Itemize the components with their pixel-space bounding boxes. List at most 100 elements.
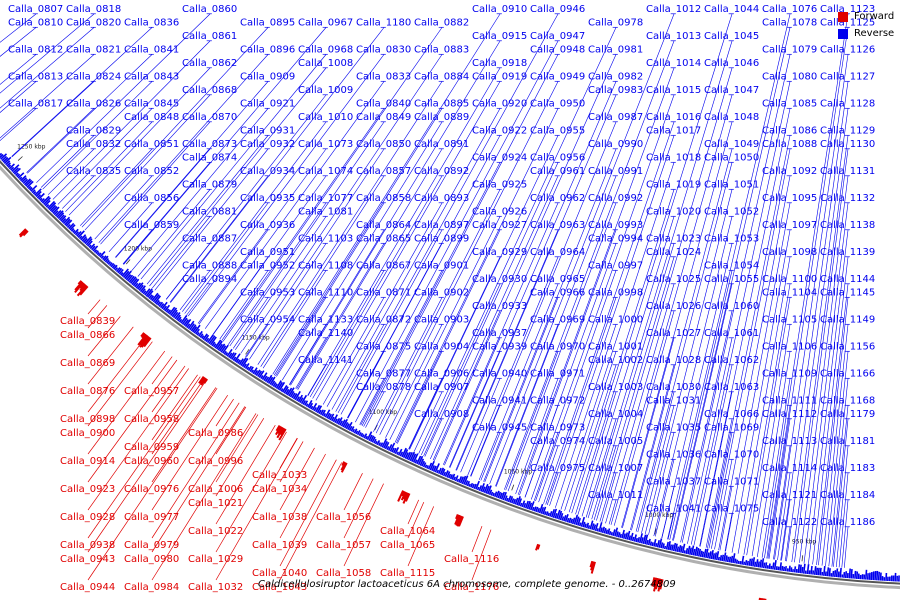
reverse-feature-glyph [129, 276, 137, 284]
forward-feature-glyph [19, 229, 28, 238]
gene-label-reverse: Calla_1002 [588, 355, 643, 366]
reverse-feature-glyph [49, 204, 57, 212]
reverse-feature-glyph [598, 522, 603, 533]
leader-line-reverse [538, 445, 559, 503]
reverse-feature-glyph [801, 566, 804, 574]
leader-line-reverse [40, 135, 95, 188]
reverse-feature-glyph [712, 553, 716, 560]
reverse-feature-glyph [735, 559, 739, 564]
reverse-feature-glyph [332, 414, 339, 423]
leader-line-reverse [212, 256, 269, 335]
reverse-feature-glyph [624, 532, 629, 540]
reverse-feature-glyph [746, 560, 749, 566]
leader-line-reverse [484, 297, 559, 483]
leader-line-reverse [432, 310, 501, 461]
leader-line-forward [279, 453, 326, 539]
reverse-feature-glyph [697, 548, 702, 557]
reverse-feature-glyph [750, 558, 754, 567]
reverse-feature-glyph [38, 192, 45, 200]
reverse-feature-glyph [275, 380, 282, 389]
gene-label-reverse: Calla_1130 [820, 139, 875, 150]
reverse-feature-glyph [806, 564, 810, 575]
reverse-feature-glyph [434, 463, 440, 473]
reverse-feature-glyph [391, 447, 395, 453]
reverse-feature-glyph [374, 440, 378, 445]
gene-label-reverse: Calla_0851 [124, 139, 179, 150]
leader-line-forward [215, 425, 276, 525]
reverse-feature-glyph [196, 332, 200, 336]
leader-line-reverse [699, 108, 791, 547]
reverse-feature-glyph [32, 191, 37, 195]
leader-line-reverse [690, 81, 791, 545]
gene-label-reverse: Calla_1078 [762, 18, 817, 29]
gene-label-reverse: Calla_1013 [646, 31, 701, 42]
reverse-feature-glyph [58, 214, 65, 221]
leader-line-forward [343, 473, 363, 511]
reverse-feature-glyph [353, 428, 358, 434]
reverse-feature-glyph [631, 536, 635, 542]
gene-label-reverse: Calla_0899 [414, 234, 469, 245]
leader-line-reverse [724, 513, 733, 552]
reverse-feature-glyph [141, 288, 146, 294]
reverse-feature-glyph [118, 268, 124, 275]
reverse-feature-glyph [368, 434, 373, 442]
gene-label-reverse: Calla_0997 [588, 261, 643, 272]
leader-line-forward [215, 431, 287, 553]
leader-line-reverse [821, 324, 849, 566]
reverse-feature-glyph [10, 166, 15, 171]
reverse-feature-glyph [0, 153, 4, 159]
gene-label-forward: Calla_1040 [252, 568, 307, 579]
reverse-feature-glyph [568, 517, 572, 524]
gene-label-reverse: Calla_1075 [704, 504, 759, 515]
leader-line-reverse [545, 297, 617, 505]
leader-line-reverse [780, 81, 849, 561]
reverse-feature-glyph [30, 185, 38, 192]
reverse-feature-glyph [626, 530, 631, 540]
reverse-feature-glyph [91, 245, 96, 251]
leader-line-reverse [363, 54, 559, 427]
leader-line-reverse [115, 81, 269, 258]
reverse-feature-glyph [877, 571, 880, 581]
legend-item-forward: Forward [838, 8, 894, 25]
reverse-feature-glyph [680, 546, 683, 553]
leader-line-forward [215, 418, 265, 497]
reverse-feature-glyph [665, 541, 669, 550]
gene-label-reverse: Calla_0870 [182, 112, 237, 123]
reverse-feature-glyph [788, 565, 791, 572]
reverse-feature-glyph [850, 569, 853, 579]
reverse-feature-glyph [225, 352, 229, 356]
reverse-feature-glyph [427, 462, 433, 470]
reverse-feature-glyph [203, 334, 210, 342]
reverse-feature-glyph [54, 209, 62, 217]
leader-line-reverse [11, 27, 153, 157]
reverse-feature-glyph [327, 413, 333, 420]
reverse-feature-glyph [383, 440, 388, 449]
reverse-feature-glyph [220, 345, 227, 353]
gene-label-reverse: Calla_1016 [646, 112, 701, 123]
leader-line-reverse [68, 67, 211, 216]
reverse-feature-glyph [318, 409, 322, 415]
reverse-feature-glyph [799, 564, 802, 574]
leader-line-reverse [11, 81, 95, 158]
leader-line-reverse [408, 378, 443, 450]
gene-label-reverse: Calla_1114 [762, 463, 817, 474]
gene-label-reverse: Calla_0835 [66, 166, 121, 177]
figure-caption: Caldicellulosiruptor lactoaceticus 6A ch… [258, 579, 676, 590]
reverse-feature-glyph [655, 543, 658, 547]
leader-line-reverse [825, 351, 849, 567]
leader-line-reverse [667, 13, 791, 540]
gene-label-reverse: Calla_1181 [820, 436, 875, 447]
gene-label-reverse: Calla_0970 [530, 342, 585, 353]
reverse-feature-glyph [209, 336, 217, 346]
reverse-feature-glyph [839, 567, 842, 578]
reverse-feature-glyph [5, 160, 11, 166]
gene-label-reverse: Calla_0820 [66, 18, 121, 29]
reverse-feature-glyph [531, 506, 535, 511]
reverse-feature-glyph [790, 567, 793, 573]
reverse-feature-glyph [356, 430, 361, 436]
leader-line-reverse [483, 148, 617, 482]
reverse-feature-glyph [876, 570, 879, 581]
reverse-feature-glyph [355, 430, 359, 435]
reverse-feature-glyph [26, 180, 34, 188]
reverse-feature-glyph [151, 292, 159, 302]
